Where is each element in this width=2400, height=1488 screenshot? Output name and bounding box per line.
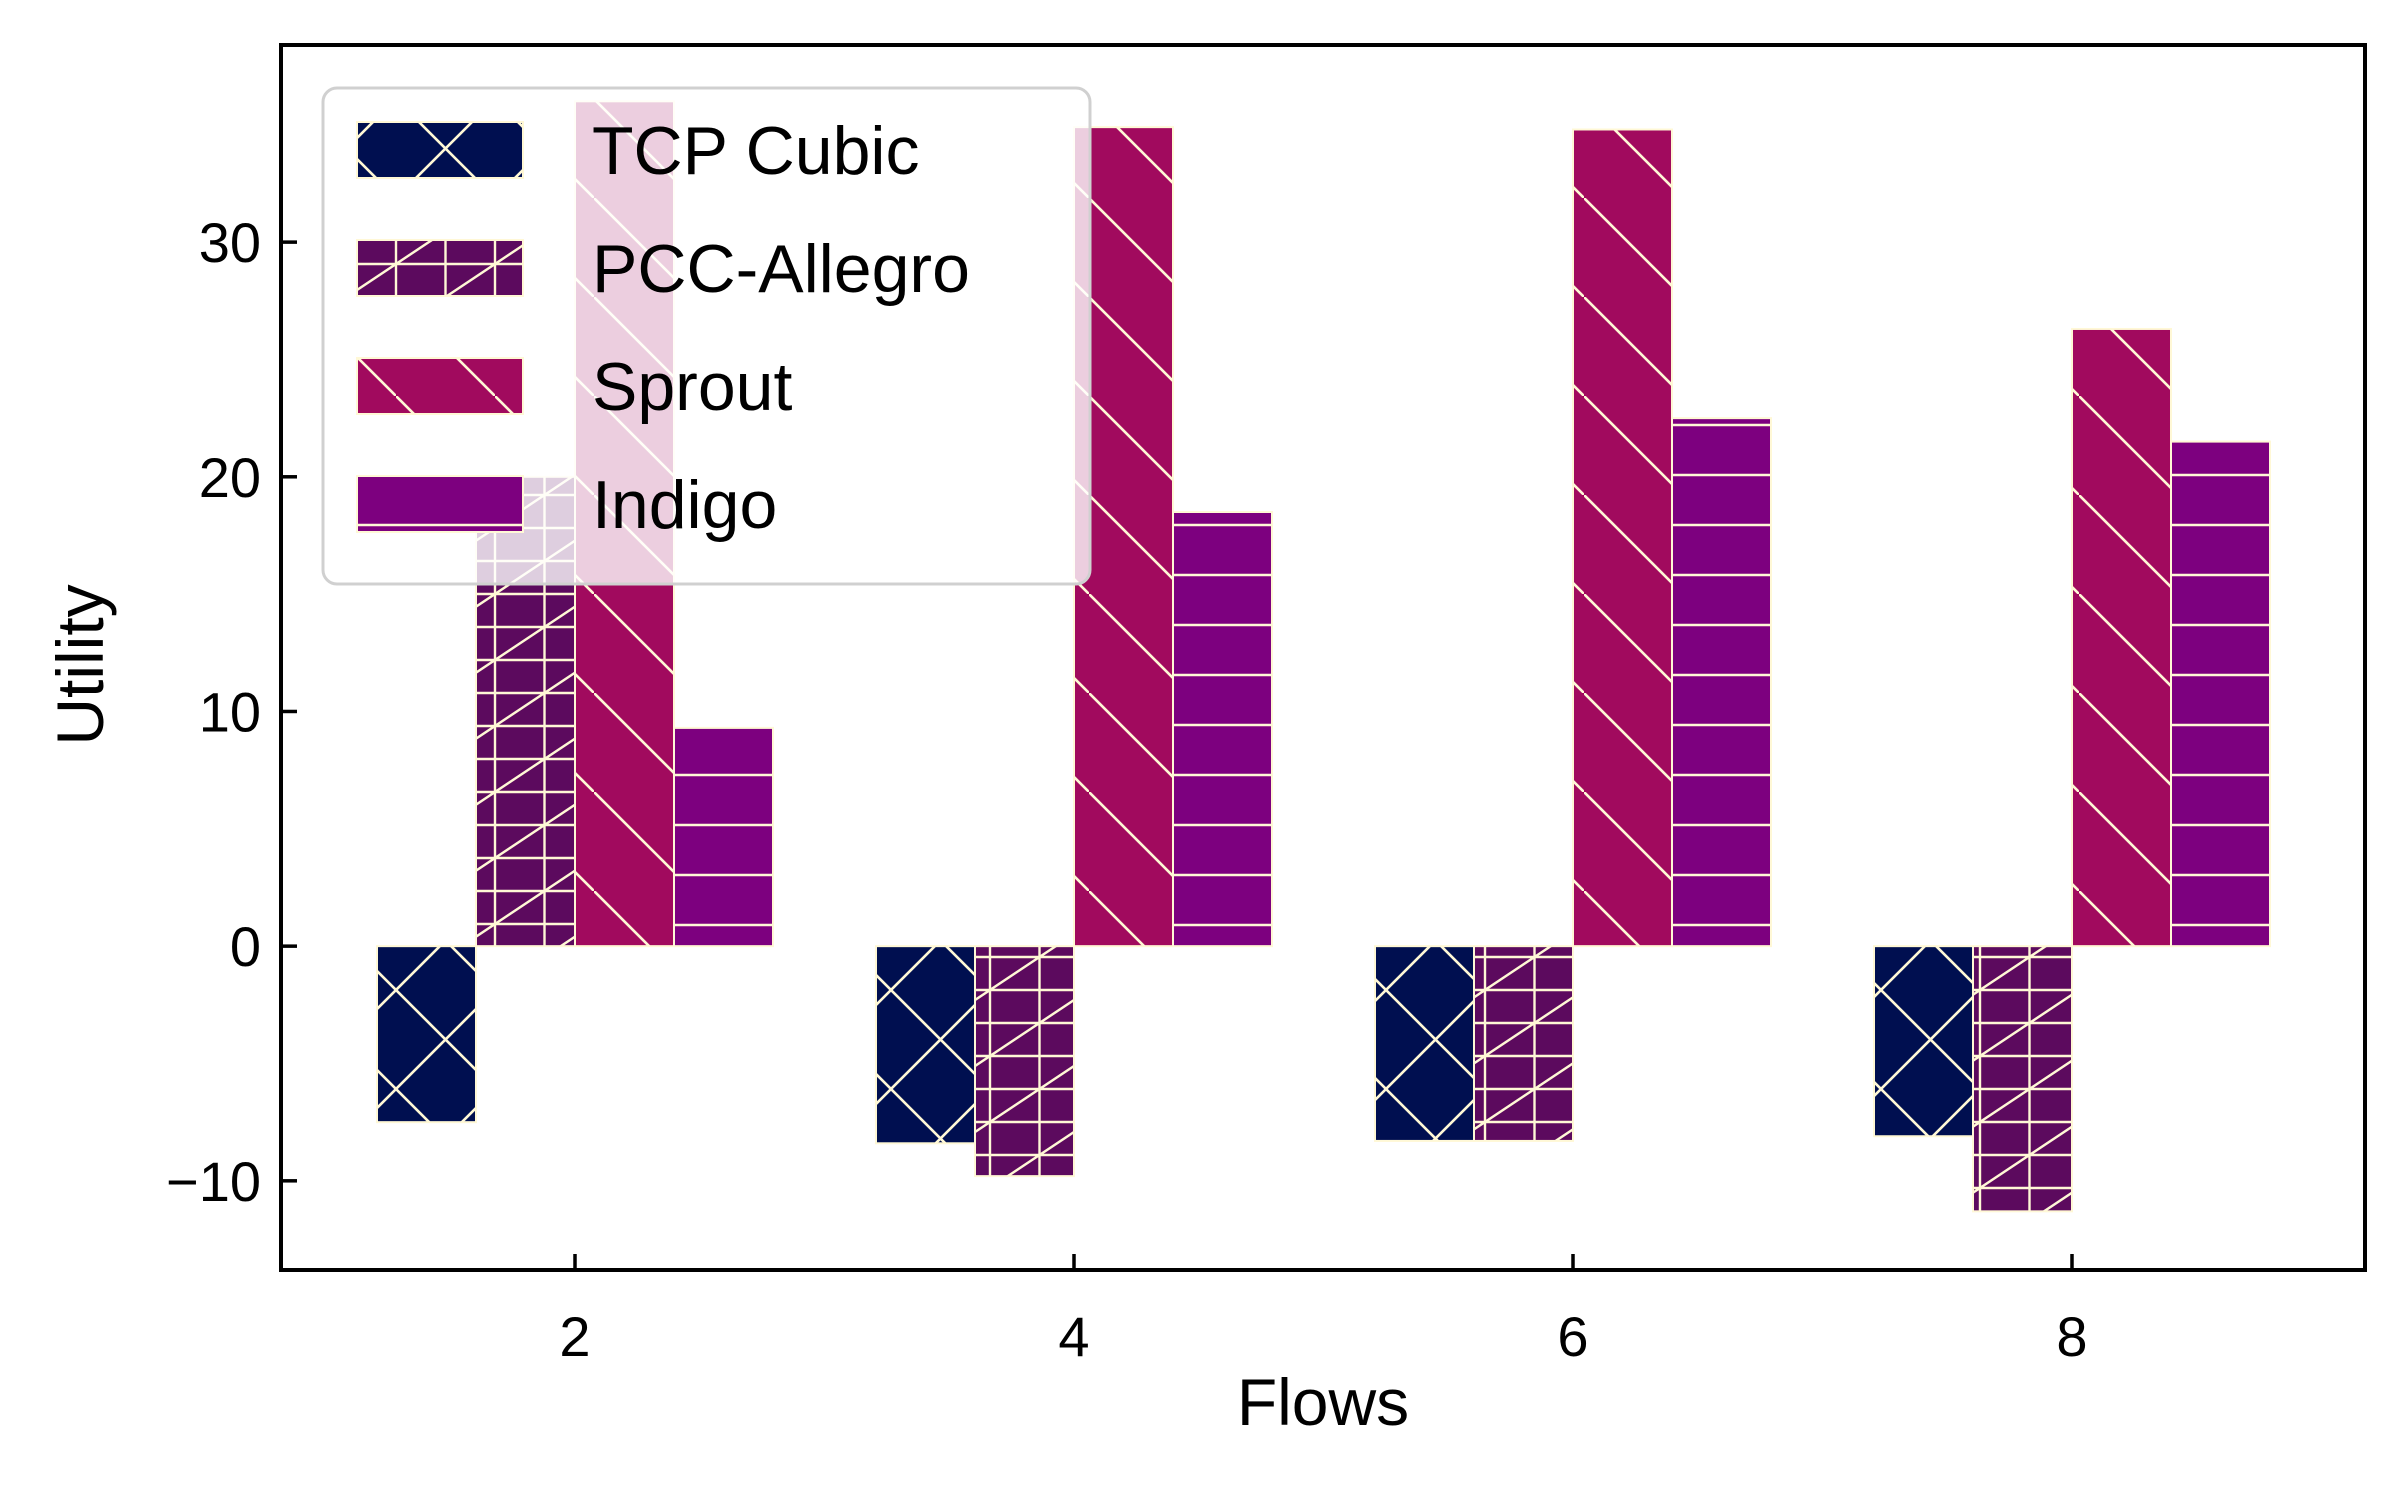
bar-indigo-4 — [1172, 511, 1273, 948]
y-tick-label: 30 — [199, 211, 261, 274]
y-tick-label: 0 — [230, 915, 261, 978]
x-tick-label: 4 — [1058, 1305, 1089, 1368]
legend-swatch — [356, 357, 524, 415]
legend-swatch — [356, 121, 524, 179]
y-tick-label: 20 — [199, 446, 261, 509]
x-tick-label: 2 — [559, 1305, 590, 1368]
bar-indigo-2 — [673, 726, 774, 948]
x-tick-label: 8 — [2056, 1305, 2087, 1368]
y-tick-label: 10 — [199, 680, 261, 743]
legend-frame — [321, 86, 1092, 586]
x-axis-title: Flows — [1237, 1365, 1409, 1439]
bar-tcp-cubic-2 — [376, 945, 477, 1124]
axes-layer: −10 0 10 20 30 2 4 6 8 — [166, 43, 2367, 1368]
bar-tcp-cubic-6 — [1374, 945, 1475, 1142]
bar-tcp-cubic-4 — [875, 945, 976, 1145]
x-tick-label: 6 — [1557, 1305, 1588, 1368]
plot-frame — [279, 43, 2367, 1272]
legend-label: TCP Cubic — [592, 113, 920, 189]
bar-indigo-6 — [1671, 417, 1772, 948]
legend-swatch — [356, 239, 524, 297]
y-tick-label: −10 — [166, 1150, 261, 1213]
bar-sprout-8 — [2071, 327, 2172, 948]
legend: TCP Cubic PCC-Allegro Sprout Indigo — [321, 86, 1092, 586]
bar-sprout-6 — [1572, 128, 1673, 948]
legend-label: PCC-Allegro — [592, 231, 970, 307]
bar-indigo-8 — [2170, 440, 2271, 948]
bar-tcp-cubic-8 — [1873, 945, 1974, 1138]
legend-label: Sprout — [592, 349, 792, 425]
bar-pcc-allegro-4 — [974, 945, 1075, 1178]
y-axis-title: Utility — [43, 584, 117, 745]
legend-swatch — [356, 475, 524, 533]
bar-pcc-allegro-8 — [1972, 945, 2073, 1213]
legend-label: Indigo — [592, 467, 777, 543]
bar-pcc-allegro-6 — [1473, 945, 1574, 1142]
